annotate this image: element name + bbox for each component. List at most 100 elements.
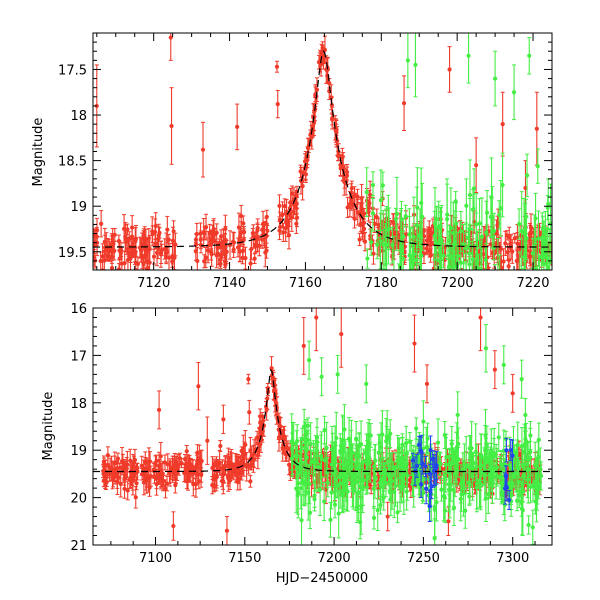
top-red-telescope-point [237,240,242,262]
bottom-green-telescope-point [483,425,488,477]
bottom-red-telescope-point [111,462,116,488]
bottom-green-telescope-point [501,429,506,473]
bottom-blue-telescope-point [414,454,420,478]
bottom-green-telescope-point [421,483,426,502]
bottom-green-telescope-point [378,465,383,482]
top-red-telescope-point [231,241,236,258]
top-red-telescope-point [227,230,233,260]
bottom-red-telescope-point [123,463,128,473]
bottom-green-telescope-point [329,425,335,474]
bottom-green-telescope-point [467,464,472,505]
top-red-telescope-point [390,213,396,232]
top-y-tick-label: 18 [70,109,87,124]
bottom-red-telescope-point [104,477,109,488]
bottom-red-telescope-point [255,430,260,445]
bottom-red-telescope-point [211,458,216,471]
top-green-telescope-point [414,239,419,270]
top-red-telescope-outlier-point [447,46,452,93]
top-red-telescope-point [99,210,104,238]
bottom-green-telescope-point [521,462,526,490]
top-green-telescope-point [434,205,439,270]
top-green-telescope-point [474,267,479,270]
top-green-telescope-point [394,176,399,252]
bottom-green-telescope-point [452,451,458,497]
bottom-red-telescope-outlier-point [492,350,497,390]
bottom-green-telescope-point [371,506,377,530]
bottom-axis-ticks: 7100 7150 7200 7250 7300 16 17 18 19 20 21 [70,302,552,566]
top-green-telescope-point [471,168,477,209]
bottom-red-telescope-point [164,475,170,492]
bottom-blue-telescope-point [504,437,509,463]
top-red-telescope-point [112,241,117,261]
bottom-green-telescope-point [375,489,380,531]
bottom-green-telescope-point [299,493,304,545]
top-red-telescope-point [459,268,464,270]
top-red-telescope-point [371,242,376,265]
bottom-red-telescope-point [116,472,121,483]
bottom-red-telescope-point [280,429,285,448]
top-green-telescope-point [451,261,456,270]
top-green-telescope-point [391,235,396,270]
bottom-red-telescope-point [154,472,159,496]
bottom-green-telescope-point [517,482,522,509]
bottom-green-telescope-point [493,462,498,478]
bottom-red-telescope-point [214,456,219,467]
top-red-telescope-point [155,238,161,260]
top-green-telescope-point [524,153,530,198]
top-green-telescope-point [476,253,481,270]
bottom-green-telescope-point [294,464,299,513]
top-green-telescope-point [441,242,446,269]
bottom-red-telescope-point [251,452,256,468]
top-green-telescope-point [467,159,473,231]
top-red-telescope-point [404,225,409,243]
bottom-green-telescope-point [536,440,541,474]
bottom-red-telescope-outlier-point [224,516,230,545]
bottom-green-telescope-point [474,465,479,510]
bottom-green-telescope-point [530,509,535,545]
bottom-green-telescope-point [526,441,531,478]
bottom-red-telescope-point [151,461,156,478]
top-red-telescope-point [357,232,362,247]
top-red-telescope-point [487,266,492,270]
top-red-telescope-point [130,215,135,240]
top-green-telescope-point [416,284,420,329]
bottom-green-telescope-point [300,427,305,450]
top-red-telescope-outlier-point [168,33,173,61]
top-green-telescope-outlier-point [405,33,410,89]
bottom-green-telescope-point [404,472,409,511]
top-red-telescope-point [209,242,214,261]
top-red-telescope-outlier-point [169,87,174,165]
bottom-blue-telescope-point [416,435,422,454]
bottom-blue-telescope-outlier-point [507,489,512,510]
top-red-telescope-point [116,263,122,270]
bottom-y-tick-label: 21 [70,539,87,554]
top-red-telescope-point [427,245,432,258]
bottom-red-telescope-point [168,460,174,481]
bottom-green-telescope-point [378,495,383,515]
bottom-green-telescope-point [333,445,339,499]
bottom-blue-telescope-point [418,470,424,499]
bottom-green-telescope-point [312,442,317,477]
bottom-x-tick-label: 7100 [139,551,172,566]
top-green-telescope-point [453,191,458,212]
bottom-red-telescope-point [194,452,199,478]
bottom-data-points [101,308,544,545]
bottom-blue-telescope-point [434,450,439,481]
bottom-green-telescope-point [533,465,538,510]
bottom-green-telescope-point [473,423,478,481]
top-red-telescope-outlier-point [275,89,280,119]
top-red-telescope-point [349,180,354,197]
bottom-green-telescope-outlier-point [335,354,340,394]
top-x-tick-label: 7140 [213,276,246,291]
top-red-telescope-point [347,191,353,218]
top-red-telescope-point [252,253,257,265]
bottom-green-telescope-point [404,438,409,469]
top-y-tick-label: 17.5 [58,63,87,78]
bottom-green-telescope-point [289,432,295,451]
bottom-green-telescope-point [314,418,320,456]
top-red-telescope-outlier-point [474,137,479,194]
x-axis-label: HJD−2450000 [276,571,368,586]
top-green-telescope-outlier-point [511,64,517,121]
top-model-curve [93,50,552,248]
bottom-red-telescope-outlier-point [412,314,417,373]
